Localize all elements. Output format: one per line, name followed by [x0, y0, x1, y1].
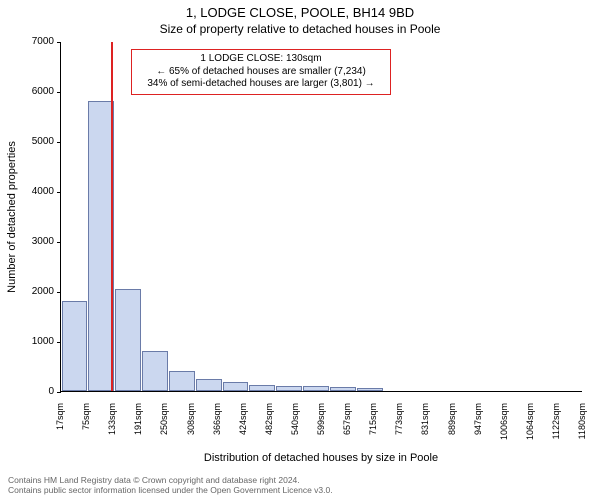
histogram-bar	[303, 386, 329, 391]
x-tick-label: 599sqm	[316, 403, 326, 448]
histogram-bar	[142, 351, 168, 391]
marker-line	[111, 42, 113, 391]
x-tick-label: 1064sqm	[525, 403, 535, 448]
y-tick-mark	[57, 42, 61, 43]
histogram-bar	[223, 382, 249, 391]
x-tick-label: 366sqm	[212, 403, 222, 448]
histogram-bar	[169, 371, 195, 391]
y-tick-mark	[57, 342, 61, 343]
x-tick-label: 715sqm	[368, 403, 378, 448]
x-tick-label: 773sqm	[394, 403, 404, 448]
x-tick-label: 831sqm	[420, 403, 430, 448]
y-tick-label: 2000	[22, 286, 54, 297]
y-tick-mark	[57, 242, 61, 243]
x-tick-label: 657sqm	[342, 403, 352, 448]
x-tick-label: 191sqm	[133, 403, 143, 448]
y-tick-label: 1000	[22, 336, 54, 347]
y-tick-label: 0	[22, 386, 54, 397]
y-tick-label: 5000	[22, 136, 54, 147]
y-tick-label: 4000	[22, 186, 54, 197]
x-tick-label: 133sqm	[107, 403, 117, 448]
y-tick-mark	[57, 292, 61, 293]
x-tick-label: 540sqm	[290, 403, 300, 448]
y-tick-mark	[57, 192, 61, 193]
annotation-box: 1 LODGE CLOSE: 130sqm ← 65% of detached …	[131, 49, 391, 95]
x-tick-label: 17sqm	[55, 403, 65, 448]
chart-subtitle: Size of property relative to detached ho…	[0, 21, 600, 37]
x-tick-label: 482sqm	[264, 403, 274, 448]
annotation-line-1: 1 LODGE CLOSE: 130sqm	[138, 53, 384, 66]
histogram-bar	[62, 301, 88, 391]
footer-line-2: Contains public sector information licen…	[8, 485, 592, 496]
y-tick-label: 6000	[22, 86, 54, 97]
y-tick-mark	[57, 142, 61, 143]
y-tick-label: 3000	[22, 236, 54, 247]
histogram-bar	[330, 387, 356, 391]
histogram-bar	[196, 379, 222, 392]
y-tick-mark	[57, 92, 61, 93]
histogram-bar	[115, 289, 141, 392]
x-tick-label: 1122sqm	[551, 403, 561, 448]
x-axis-label: Distribution of detached houses by size …	[60, 452, 582, 464]
chart-title: 1, LODGE CLOSE, POOLE, BH14 9BD	[0, 0, 600, 21]
y-tick-label: 7000	[22, 36, 54, 47]
annotation-line-2: ← 65% of detached houses are smaller (7,…	[138, 66, 384, 79]
x-tick-label: 889sqm	[447, 403, 457, 448]
x-tick-label: 308sqm	[186, 403, 196, 448]
y-tick-mark	[57, 392, 61, 393]
footer-line-1: Contains HM Land Registry data © Crown c…	[8, 475, 592, 486]
footer-attribution: Contains HM Land Registry data © Crown c…	[8, 475, 592, 496]
histogram-bar	[249, 385, 275, 392]
x-tick-label: 947sqm	[473, 403, 483, 448]
plot-area: 1 LODGE CLOSE: 130sqm ← 65% of detached …	[60, 42, 582, 392]
histogram-bar	[276, 386, 302, 392]
x-tick-label: 75sqm	[81, 403, 91, 448]
y-axis-label: Number of detached properties	[6, 42, 18, 392]
x-tick-label: 1006sqm	[499, 403, 509, 448]
x-tick-label: 424sqm	[238, 403, 248, 448]
chart-container: 1, LODGE CLOSE, POOLE, BH14 9BD Size of …	[0, 0, 600, 500]
annotation-line-3: 34% of semi-detached houses are larger (…	[138, 78, 384, 91]
histogram-bar	[357, 388, 383, 392]
x-tick-label: 1180sqm	[577, 403, 587, 448]
x-tick-label: 250sqm	[159, 403, 169, 448]
